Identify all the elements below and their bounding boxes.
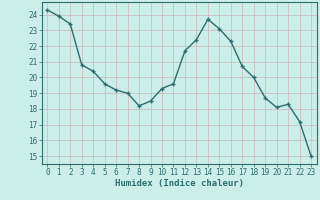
X-axis label: Humidex (Indice chaleur): Humidex (Indice chaleur) xyxy=(115,179,244,188)
